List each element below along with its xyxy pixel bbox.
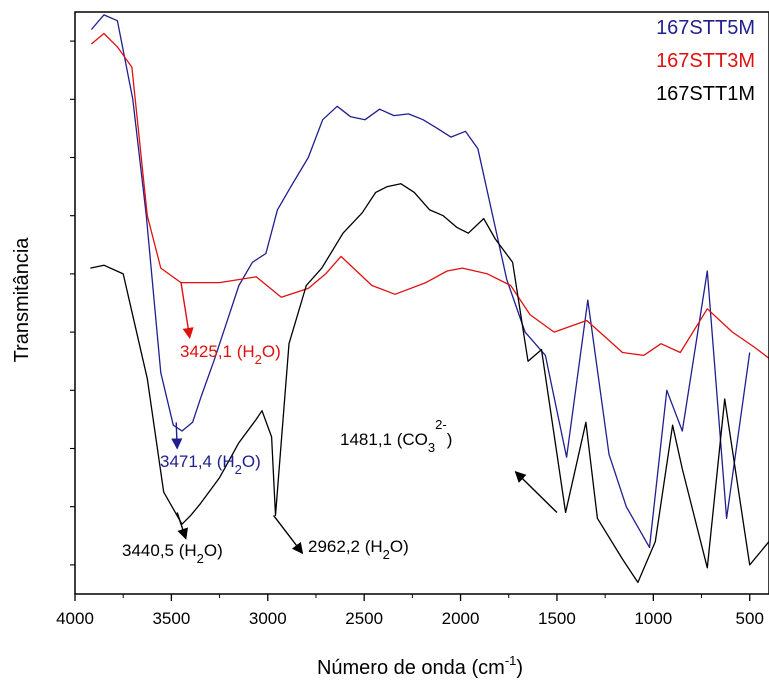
x-axis-label-main: Número de onda (cm — [317, 657, 505, 679]
series-line-2 — [90, 32, 769, 359]
annotation-label-4: 2962,2 (H2O) — [308, 537, 409, 562]
legend-entry-1: 167STT5M — [656, 17, 755, 39]
annotation-arrow-2 — [171, 422, 183, 450]
annotation-label-5: 1481,1 (CO32-) — [340, 417, 452, 455]
legend-entry-3: 167STT1M — [656, 83, 755, 105]
x-tick-label: 1000 — [634, 609, 672, 628]
legend: 167STT5M 167STT3M 167STT1M — [656, 17, 755, 105]
x-tick-label: 4000 — [56, 609, 94, 628]
x-tick-label: 2500 — [345, 609, 383, 628]
x-tick-label: 500 — [736, 609, 764, 628]
x-axis-label: Número de onda (cm-1) — [317, 653, 523, 679]
x-tick-label: 3500 — [152, 609, 190, 628]
annotation-label-1: 3425,1 (H2O) — [180, 342, 281, 367]
x-tick-label: 2000 — [442, 609, 480, 628]
annotation-arrow-1 — [180, 282, 194, 340]
x-tick-label: 3000 — [249, 609, 287, 628]
y-axis-label: Transmitância — [11, 237, 33, 363]
x-tick-label: 1500 — [538, 609, 576, 628]
series-layer — [90, 14, 769, 584]
y-axis — [70, 40, 75, 566]
annotation-label-2: 3471,4 (H2O) — [160, 452, 261, 477]
x-axis-label-exponent: -1 — [505, 653, 517, 668]
legend-entry-2: 167STT3M — [656, 50, 755, 72]
annotation-arrow-5 — [514, 470, 558, 514]
annotation-layer: 3425,1 (H2O) 3471,4 (H2O) 3440,5 (H2O) 2962… — [122, 282, 558, 566]
x-axis: 4000 3500 3000 2500 2000 1500 1000 500 — [56, 594, 764, 628]
x-axis-label-suffix: ) — [516, 657, 523, 679]
plot-frame — [74, 11, 769, 595]
annotation-label-3: 3440,5 (H2O) — [122, 541, 223, 566]
series-line-3 — [90, 183, 769, 584]
annotation-arrow-4 — [273, 515, 304, 555]
annotation-arrow-3 — [176, 512, 188, 540]
series-line-1 — [90, 14, 751, 549]
